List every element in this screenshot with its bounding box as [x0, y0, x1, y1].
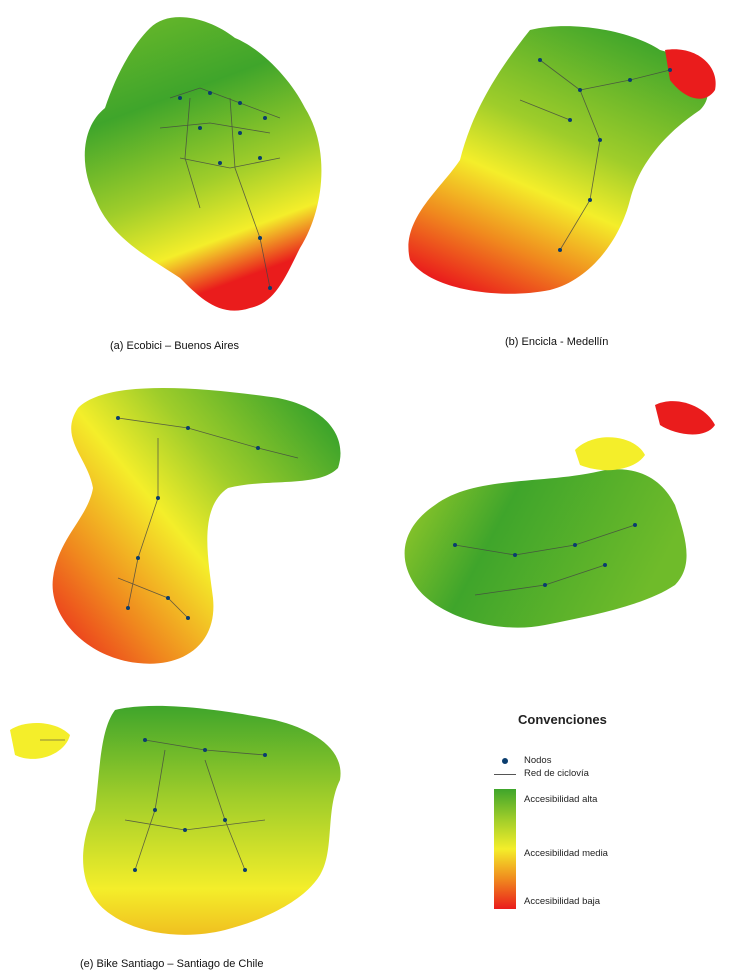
map-panel-santiago [5, 700, 355, 945]
map-panel-medellin [400, 20, 730, 310]
legend-title: Convenciones [518, 712, 607, 727]
caption-buenos-aires: (a) Ecobici – Buenos Aires [110, 340, 240, 352]
node-icon [502, 758, 508, 764]
accessibility-color-ramp [494, 789, 516, 909]
accessibility-map-santiago [10, 705, 341, 935]
legend-high: Accesibilidad alta [524, 794, 598, 805]
network-line-icon [494, 774, 516, 775]
accessibility-map-panel-d [404, 401, 715, 628]
map-panel-buenos-aires [60, 8, 340, 328]
map-panel-d [395, 395, 740, 665]
legend: Convenciones Nodos Red de ciclovía Acces… [490, 712, 660, 922]
legend-nodes: Nodos [524, 755, 552, 766]
accessibility-map-panel-c [52, 388, 341, 664]
legend-low: Accesibilidad baja [524, 896, 601, 907]
accessibility-map-medellin [408, 26, 716, 294]
accessibility-map-buenos-aires [84, 17, 322, 311]
legend-network: Red de ciclovía [524, 768, 589, 779]
map-panel-c [48, 378, 348, 678]
caption-santiago: (e) Bike Santiago – Santiago de Chile [80, 958, 264, 970]
caption-medellin: (b) Encicla - Medellín [505, 336, 609, 348]
legend-medium: Accesibilidad media [524, 848, 608, 859]
